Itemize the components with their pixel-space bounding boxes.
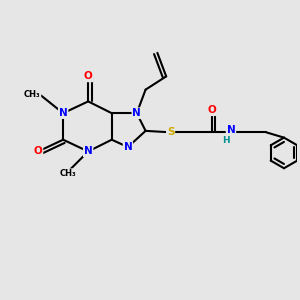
Text: O: O [84, 71, 92, 81]
Text: N: N [226, 125, 235, 135]
Text: CH₃: CH₃ [24, 90, 40, 99]
Text: O: O [34, 146, 43, 157]
Text: O: O [208, 105, 216, 115]
Text: CH₃: CH₃ [59, 169, 76, 178]
Text: N: N [124, 142, 132, 152]
Text: H: H [222, 136, 230, 145]
Text: N: N [59, 108, 68, 118]
Text: S: S [167, 127, 174, 137]
Text: N: N [84, 146, 92, 157]
Text: N: N [132, 108, 141, 118]
